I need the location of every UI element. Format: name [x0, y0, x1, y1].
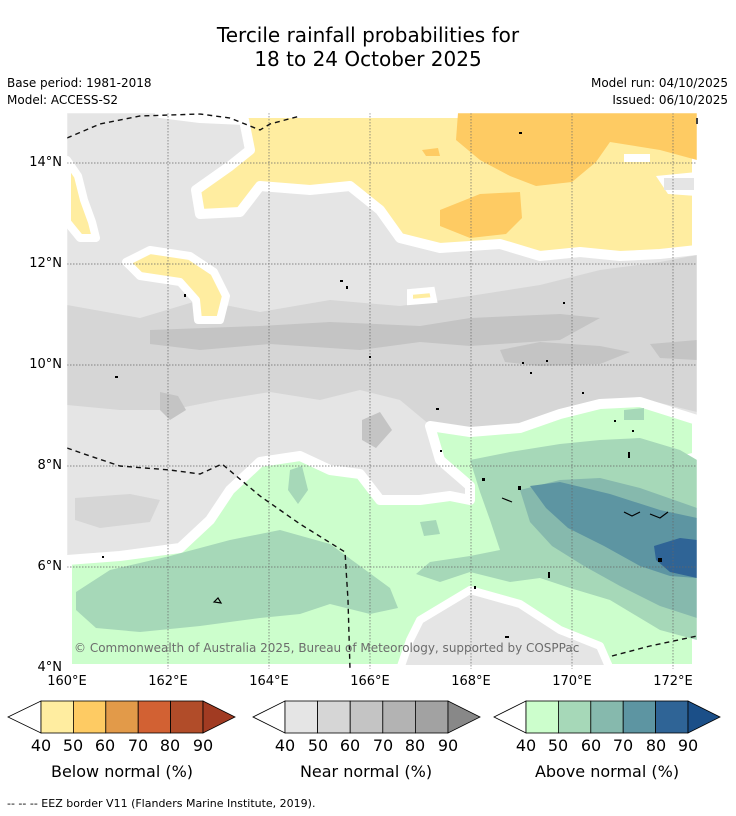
near-normal-core [150, 314, 600, 350]
colorbar-segment [525, 700, 559, 734]
lon-label: 172°E [653, 674, 693, 689]
colorbar-segment [317, 700, 351, 734]
colorbar-segment [284, 700, 318, 734]
colorbar-segment [622, 700, 657, 734]
lat-label: 8°N [37, 458, 63, 473]
colorbar-tick: 80 [159, 736, 181, 755]
colorbar-tick: 50 [62, 736, 84, 755]
colorbar-tick: 60 [580, 736, 602, 755]
eez-border [67, 113, 697, 669]
model-run: Model run: 04/10/2025 [590, 76, 728, 90]
issued-date: Issued: 06/10/2025 [612, 93, 728, 107]
lat-label: 4°N [37, 660, 63, 675]
above-80-core [654, 538, 697, 578]
colorbar-segment [349, 700, 384, 734]
colorbar-tick: 40 [274, 736, 296, 755]
colorbar-above [493, 700, 721, 734]
colorbar-tick: 70 [127, 736, 149, 755]
atoll-outlines [212, 497, 669, 604]
colorbar-below [7, 700, 236, 734]
colorbar-segment [40, 700, 74, 734]
colorbar-tick: 90 [437, 736, 459, 755]
white-gap-1 [624, 154, 650, 162]
colorbar-label-below: Below normal (%) [50, 762, 194, 781]
colorbar-tick: 40 [515, 736, 537, 755]
colorbar-segment [414, 700, 449, 734]
colorbar-segment [73, 700, 107, 734]
colorbar-over-triangle [202, 700, 236, 734]
colorbar-tick: 60 [94, 736, 116, 755]
graticule [67, 113, 697, 669]
colorbar-over-triangle [447, 700, 481, 734]
colorbars [7, 700, 721, 734]
near-normal-south [75, 494, 160, 528]
lon-label: 160°E [47, 674, 87, 689]
colorbar-tick: 50 [307, 736, 329, 755]
near-normal-islet [664, 178, 694, 190]
lat-label: 14°N [29, 155, 62, 170]
near-normal-pocket-south [396, 586, 614, 669]
colorbar-tick: 50 [547, 736, 569, 755]
above-50-spot-2 [420, 520, 440, 536]
title-line-1: Tercile rainfall probabilities for [216, 23, 520, 47]
lon-label: 168°E [451, 674, 491, 689]
colorbar-segment [558, 700, 592, 734]
colorbar-segment [382, 700, 416, 734]
lon-label: 166°E [350, 674, 390, 689]
lat-label: 12°N [29, 256, 62, 271]
map-frame [66, 112, 698, 670]
colorbar-tick: 60 [339, 736, 361, 755]
below-50-mid [440, 192, 522, 238]
title-line-2: 18 to 24 October 2025 [254, 47, 482, 71]
below-normal-left-edge [67, 156, 100, 242]
near-normal-core-4 [160, 392, 186, 420]
colorbar-segment [170, 700, 204, 734]
colorbar-near [252, 700, 481, 734]
map-field [67, 113, 697, 669]
colorbar-under-triangle [493, 700, 527, 734]
colorbar-over-triangle [687, 700, 721, 734]
colorbar-segment [105, 700, 139, 734]
near-normal-core-2 [500, 342, 630, 366]
below-50-east [456, 113, 697, 186]
lon-label: 170°E [552, 674, 592, 689]
colorbar-tick: 70 [372, 736, 394, 755]
colorbar-label-above: Above normal (%) [534, 762, 680, 781]
colorbar-tick: 90 [677, 736, 699, 755]
below-50-spot [422, 148, 440, 156]
eez-legend-note: -- -- -- EEZ border V11 (Flanders Marine… [7, 797, 316, 810]
colorbar-under-triangle [252, 700, 286, 734]
near-normal-band [67, 255, 697, 440]
colorbar-tick: 90 [192, 736, 214, 755]
colorbar-segment [137, 700, 171, 734]
near-normal-core-3 [650, 340, 697, 360]
colorbar-segment [590, 700, 624, 734]
colorbar-label-near: Near normal (%) [299, 762, 433, 781]
lon-label: 162°E [148, 674, 188, 689]
colorbar-tick: 80 [404, 736, 426, 755]
model-name: Model: ACCESS-S2 [7, 93, 119, 107]
above-50-spot [288, 466, 308, 504]
lat-label: 6°N [37, 559, 63, 574]
above-50-spot-3 [624, 408, 644, 420]
near-normal-core-5 [362, 412, 392, 448]
copyright-notice: © Commonwealth of Australia 2025, Bureau… [74, 641, 580, 655]
lat-label: 10°N [29, 357, 62, 372]
colorbar-under-triangle [7, 700, 42, 734]
colorbar-tick: 40 [30, 736, 52, 755]
colorbar-tick: 70 [612, 736, 634, 755]
colorbar-tick: 80 [645, 736, 667, 755]
below-normal-patch-162 [122, 246, 230, 324]
base-period: Base period: 1981-2018 [7, 76, 152, 90]
lon-label: 164°E [249, 674, 289, 689]
colorbar-segment [655, 700, 689, 734]
above-50-west [76, 530, 398, 632]
below-normal-patch-167 [407, 286, 438, 306]
